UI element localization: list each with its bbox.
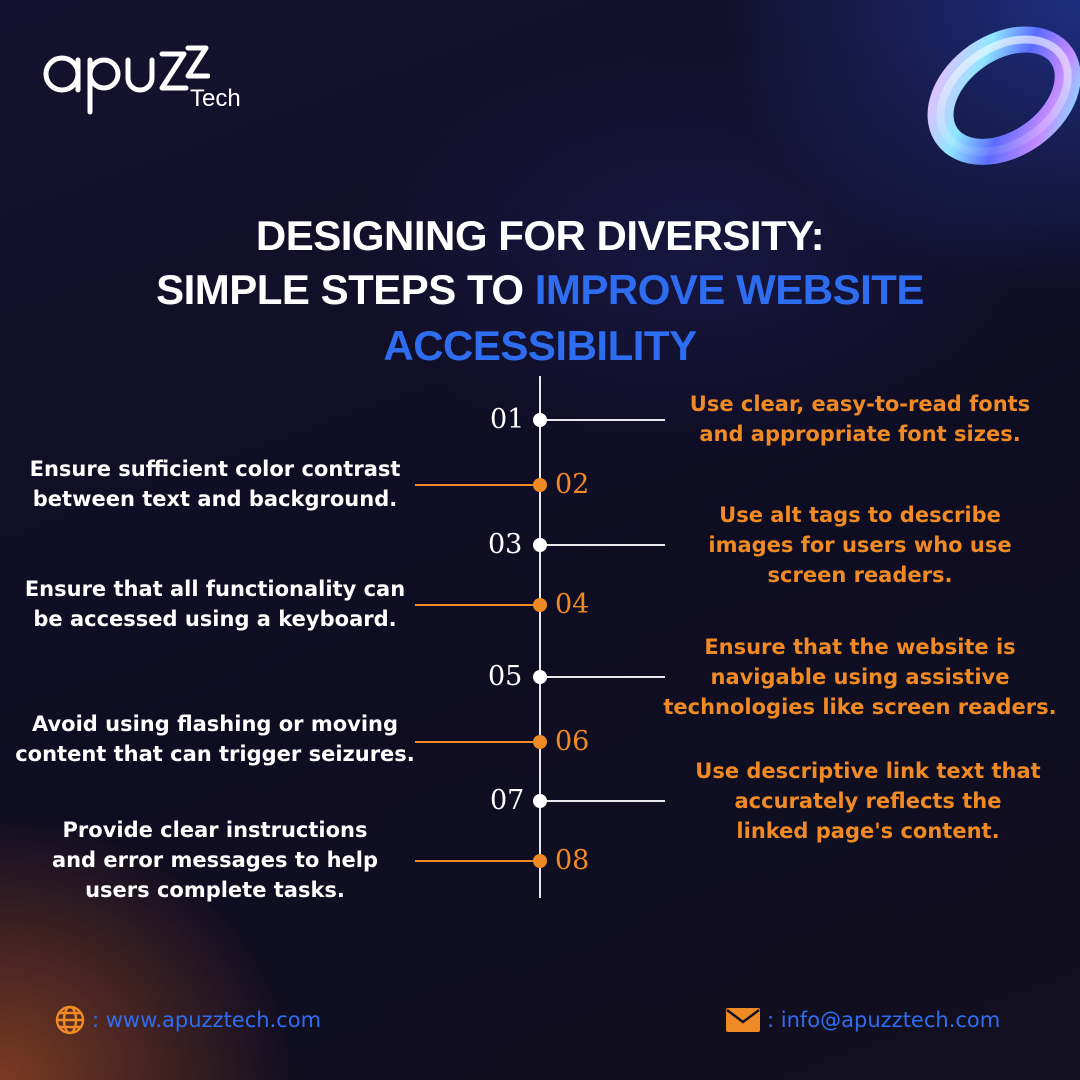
step-03-text: Use alt tags to describe images for user… <box>708 503 1012 587</box>
step-04-connector <box>415 604 540 606</box>
step-06-connector <box>415 741 540 743</box>
step-04-node <box>533 598 547 612</box>
footer-website-link[interactable]: : www.apuzztech.com <box>92 1008 322 1032</box>
headline-accent: IMPROVE WEBSITE ACCESSIBILITY <box>383 266 924 369</box>
step-06-text: Avoid using flashing or moving content t… <box>15 712 415 766</box>
step-02-text: Ensure sufficient color contrast between… <box>29 457 401 511</box>
logo-wordmark <box>43 45 210 115</box>
headline-line2: SIMPLE STEPS TO IMPROVE WEBSITE ACCESSIB… <box>0 262 1080 374</box>
footer-website[interactable]: : www.apuzztech.com <box>54 1004 321 1036</box>
step-08-number: 08 <box>555 845 590 876</box>
step-06-number: 06 <box>555 726 590 757</box>
step-04-number: 04 <box>555 589 590 620</box>
globe-icon <box>55 1005 85 1035</box>
step-07-text: Use descriptive link text that accuratel… <box>695 759 1041 843</box>
step-05-connector <box>540 676 665 678</box>
holographic-ring-decoration <box>927 26 1080 165</box>
step-03-node <box>533 538 547 552</box>
headline-line2-prefix: SIMPLE STEPS TO <box>156 266 535 313</box>
envelope-icon <box>726 1008 760 1032</box>
timeline-axis <box>539 376 541 898</box>
step-02-connector <box>415 484 540 486</box>
step-01-text: Use clear, easy-to-read fonts and approp… <box>689 392 1031 446</box>
step-07-connector <box>540 800 665 802</box>
logo: Tech <box>40 40 260 130</box>
step-01-connector <box>540 419 665 421</box>
headline-line1: DESIGNING FOR DIVERSITY: <box>255 212 825 259</box>
footer-email-link[interactable]: : info@apuzztech.com <box>767 1008 1001 1032</box>
step-05-text: Ensure that the website is navigable usi… <box>663 635 1057 719</box>
step-03-number: 03 <box>488 529 523 560</box>
footer-email[interactable]: : info@apuzztech.com <box>725 1004 1000 1036</box>
logo-subtext: Tech <box>190 85 241 112</box>
step-06-node <box>533 735 547 749</box>
step-07-number: 07 <box>490 785 525 816</box>
step-05-node <box>533 670 547 684</box>
step-04-text: Ensure that all functionality can be acc… <box>24 577 406 631</box>
step-01-node <box>533 413 547 427</box>
step-07-node <box>533 794 547 808</box>
step-05-number: 05 <box>488 661 523 692</box>
step-08-node <box>533 854 547 868</box>
headline: DESIGNING FOR DIVERSITY: SIMPLE STEPS TO… <box>0 210 1080 374</box>
step-02-node <box>533 478 547 492</box>
step-01-number: 01 <box>490 404 525 435</box>
step-08-text: Provide clear instructions and error mes… <box>51 818 379 902</box>
step-02-number: 02 <box>555 469 590 500</box>
step-08-connector <box>415 860 540 862</box>
step-03-connector <box>540 544 665 546</box>
